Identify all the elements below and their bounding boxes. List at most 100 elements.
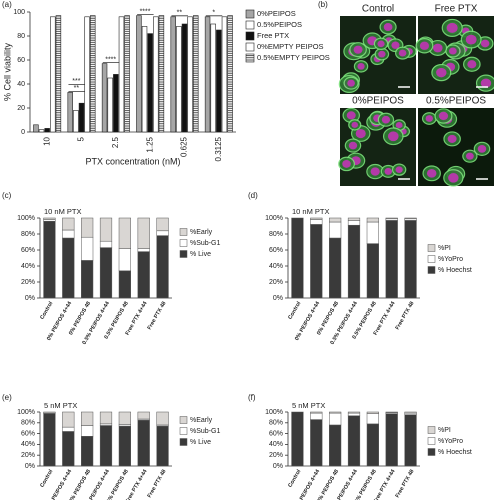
bar-segment	[156, 411, 169, 426]
nucleus	[447, 134, 457, 143]
x-axis-label: PTX concentration (nM)	[85, 156, 180, 166]
x-tick-label: 0.3125	[214, 136, 223, 161]
bar	[204, 16, 211, 133]
x-tick-label: Free PTX 48	[147, 469, 168, 499]
nucleus	[436, 67, 447, 78]
bar-segment	[310, 411, 323, 414]
y-tick-label: 60%	[269, 430, 283, 437]
bar-segment	[310, 219, 323, 225]
legend-swatch	[179, 427, 188, 435]
subtitle: 5 nM PTX	[292, 401, 325, 410]
bar-segment	[385, 413, 398, 467]
nucleus	[383, 23, 393, 32]
panel-label: (b)	[318, 0, 328, 9]
bar-segment	[329, 411, 342, 414]
y-tick-label: 60	[17, 57, 25, 64]
bar	[84, 16, 90, 133]
nucleus	[384, 167, 393, 175]
y-tick-label: 40%	[269, 441, 283, 448]
significance: ****	[140, 8, 151, 15]
bar-segment	[99, 411, 113, 425]
y-tick-label: 80%	[21, 420, 35, 427]
bar	[210, 23, 216, 133]
y-tick-label: 0%	[273, 295, 283, 302]
x-tick-label: Control	[39, 300, 54, 320]
significance: *	[212, 10, 215, 17]
bar-segment	[43, 411, 56, 414]
panel-label: (a)	[2, 0, 12, 9]
bar-segment	[81, 236, 94, 261]
bar	[50, 16, 56, 133]
bar-segment	[156, 235, 169, 299]
bar-segment	[99, 217, 113, 242]
legend-swatch	[427, 255, 436, 263]
legend-label: %PI	[438, 245, 451, 252]
bar-segment	[62, 229, 75, 239]
bar	[44, 128, 50, 133]
x-tick-label: 2.5	[111, 136, 120, 148]
nucleus	[446, 22, 458, 33]
nucleus	[438, 111, 449, 121]
legend-swatch	[427, 448, 436, 456]
image-label: 0.5%PEIPOS	[426, 96, 486, 107]
y-tick-label: 0%	[25, 295, 35, 302]
y-tick-label: 100%	[265, 215, 283, 222]
bar-segment	[329, 237, 342, 299]
bar	[153, 16, 159, 133]
panel-label: (c)	[2, 191, 12, 200]
nucleus	[387, 131, 399, 142]
bar-segment	[366, 243, 379, 299]
y-axis-label: % Cell viability	[2, 42, 12, 101]
bar	[158, 15, 165, 133]
bar-segment	[137, 419, 150, 467]
nucleus	[391, 41, 400, 49]
bar	[221, 16, 228, 133]
bar	[107, 77, 113, 133]
bar	[33, 124, 39, 133]
bar-segment	[156, 425, 169, 467]
x-tick-label: Control	[287, 468, 302, 488]
nucleus	[347, 79, 355, 87]
micrograph	[415, 16, 494, 94]
bar-segment	[43, 413, 56, 467]
legend-swatch	[179, 228, 188, 236]
micrograph	[338, 107, 416, 186]
bar-segment	[62, 411, 75, 428]
legend-swatch	[245, 20, 255, 30]
nucleus	[395, 122, 403, 129]
bar-segment	[329, 424, 342, 467]
legend-swatch	[245, 31, 255, 41]
x-tick-label: Free PTX 48	[395, 301, 416, 331]
legend-label: % Hoechst	[438, 267, 472, 274]
nucleus	[448, 173, 459, 183]
nucleus	[465, 152, 474, 160]
y-tick-label: 0%	[273, 463, 283, 470]
bar-segment	[310, 224, 323, 299]
legend-label: 0.5%EMPTY PEIPOS	[257, 53, 330, 62]
bar	[101, 63, 108, 133]
y-tick-label: 60%	[269, 247, 283, 254]
y-tick-label: 60%	[21, 430, 35, 437]
significance: ***	[72, 78, 80, 85]
nucleus	[477, 145, 487, 153]
legend-swatch	[179, 250, 188, 258]
nucleus	[426, 169, 437, 178]
legend-swatch	[427, 437, 436, 445]
significance: **	[74, 85, 80, 92]
bar-segment	[62, 217, 75, 231]
bar-segment	[291, 411, 304, 467]
nucleus	[480, 39, 490, 48]
bar-segment	[81, 217, 94, 238]
micrograph	[338, 16, 417, 94]
y-tick-label: 100%	[17, 215, 35, 222]
significance: ****	[105, 56, 116, 63]
bar	[216, 29, 222, 133]
bar-segment	[81, 436, 94, 467]
bar-segment	[347, 412, 361, 417]
bar-segment	[99, 425, 113, 467]
bar	[141, 26, 148, 133]
bar	[227, 15, 233, 133]
bar-segment	[99, 247, 113, 299]
legend-label: 0.5%PEIPOS	[257, 20, 302, 29]
